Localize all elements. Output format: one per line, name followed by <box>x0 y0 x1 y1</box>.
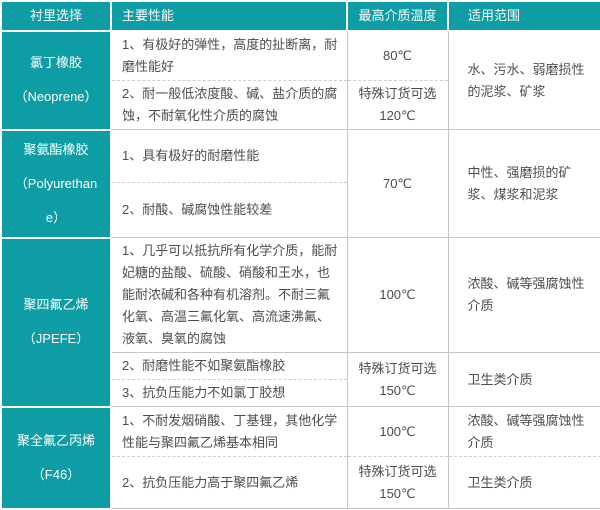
lining-name-f46: 聚全氟乙丙烯 （F46） <box>0 405 112 510</box>
performance-cell: 2、耐磨性能不如聚氨酯橡胶 <box>110 352 348 380</box>
range-cell: 卫生类介质 <box>447 352 600 407</box>
table-row: 2、耐磨性能不如聚氨酯橡胶 特殊订货可选 150℃ 卫生类介质 <box>1 352 600 407</box>
lining-name-polyurethane: 聚氨酯橡胶 （Polyurethane） <box>0 128 112 239</box>
range-cell: 水、污水、弱磨损性的泥浆、矿浆 <box>447 31 600 130</box>
temperature-cell: 100℃ <box>346 406 449 457</box>
column-header-applicable-range: 适用范围 <box>447 0 600 32</box>
column-header-performance: 主要性能 <box>110 0 348 32</box>
header-row: 衬里选择 主要性能 最高介质温度 适用范围 <box>0 0 600 32</box>
table-row: 聚全氟乙丙烯 （F46） 1、不耐发烟硝酸、丁基锂，其他化学性能与聚四氟乙烯基本… <box>0 405 600 510</box>
range-cell: 浓酸、碱等强腐蚀性介质 <box>447 237 600 353</box>
range-cell: 卫生类介质 <box>447 456 600 509</box>
temperature-cell: 80℃ <box>346 31 449 81</box>
table-row: 聚氨酯橡胶 （Polyurethane） 1、具有极好的耐磨性能 70℃ 中性、… <box>0 128 600 239</box>
table-row: 2、耐一般低浓度酸、碱、盐介质的腐蚀，不耐氧化性介质的腐蚀 特殊订货可选 120… <box>1 80 600 130</box>
column-header-max-temperature: 最高介质温度 <box>346 0 449 32</box>
temperature-cell: 特殊订货可选 150℃ <box>346 456 449 509</box>
performance-cell: 2、耐一般低浓度酸、碱、盐介质的腐蚀，不耐氧化性介质的腐蚀 <box>110 80 348 130</box>
performance-cell: 1、具有极好的耐磨性能 <box>110 129 348 184</box>
lining-name-jpefe: 聚四氟乙烯 （JPEFE） <box>0 236 112 408</box>
performance-cell: 1、不耐发烟硝酸、丁基锂，其他化学性能与聚四氟乙烯基本相同 <box>110 406 348 457</box>
temperature-cell: 特殊订货可选 150℃ <box>346 352 449 407</box>
lining-name-neoprene: 氯丁橡胶 （Neoprene） <box>0 30 112 131</box>
temperature-cell: 70℃ <box>346 129 449 238</box>
performance-cell: 1、几乎可以抵抗所有化学介质，能耐妃糖的盐酸、硫酸、硝酸和王水，也能耐浓碱和各种… <box>110 237 348 353</box>
table-row: 氯丁橡胶 （Neoprene） 1、有极好的弹性，高度的扯断离，耐磨性能好 80… <box>0 30 600 131</box>
table-row: 3、抗负压能力不如氯丁胶想 <box>1 379 600 407</box>
column-header-lining: 衬里选择 <box>0 0 112 32</box>
temperature-cell: 100℃ <box>346 237 449 353</box>
table-row: 聚四氟乙烯 （JPEFE） 1、几乎可以抵抗所有化学介质，能耐妃糖的盐酸、硫酸、… <box>0 236 600 408</box>
performance-cell: 3、抗负压能力不如氯丁胶想 <box>110 379 348 407</box>
table-row: 2、耐酸、碱腐蚀性能较差 <box>1 182 600 238</box>
performance-cell: 2、抗负压能力高于聚四氟乙烯 <box>110 456 348 509</box>
temperature-cell: 特殊订货可选 120℃ <box>346 80 449 130</box>
performance-cell: 2、耐酸、碱腐蚀性能较差 <box>110 182 348 238</box>
range-cell: 中性、强磨损的矿浆、煤浆和泥浆 <box>447 129 600 238</box>
performance-cell: 1、有极好的弹性，高度的扯断离，耐磨性能好 <box>110 31 348 81</box>
range-cell: 浓酸、碱等强腐蚀性介质 <box>447 406 600 457</box>
